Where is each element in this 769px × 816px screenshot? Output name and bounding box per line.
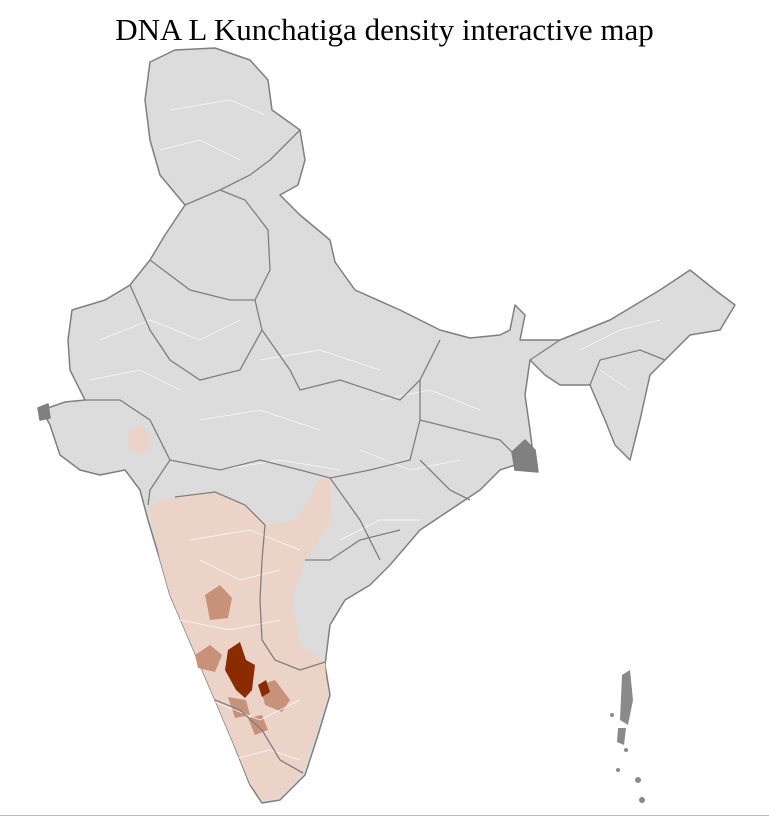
region-high-density-2[interactable] <box>258 680 270 697</box>
region-medium-density-1[interactable] <box>205 585 232 620</box>
density-layer <box>128 425 332 800</box>
gujarat-kutch <box>37 403 51 421</box>
region-high-density-1[interactable] <box>225 642 255 698</box>
state-borders <box>85 129 666 774</box>
land-layer <box>37 47 736 804</box>
region-medium-density-5[interactable] <box>248 715 268 735</box>
district-borders <box>89 99 661 761</box>
region-medium-density-4[interactable] <box>228 697 250 718</box>
map-title: DNA L Kunchatiga density interactive map <box>115 12 654 47</box>
region-medium-density-2[interactable] <box>195 645 222 672</box>
region-low-density-south[interactable] <box>148 478 332 800</box>
region-low-density-gujarat[interactable] <box>128 425 152 455</box>
andaman-nicobar-islands[interactable] <box>610 670 645 803</box>
sundarbans-delta <box>511 439 539 473</box>
